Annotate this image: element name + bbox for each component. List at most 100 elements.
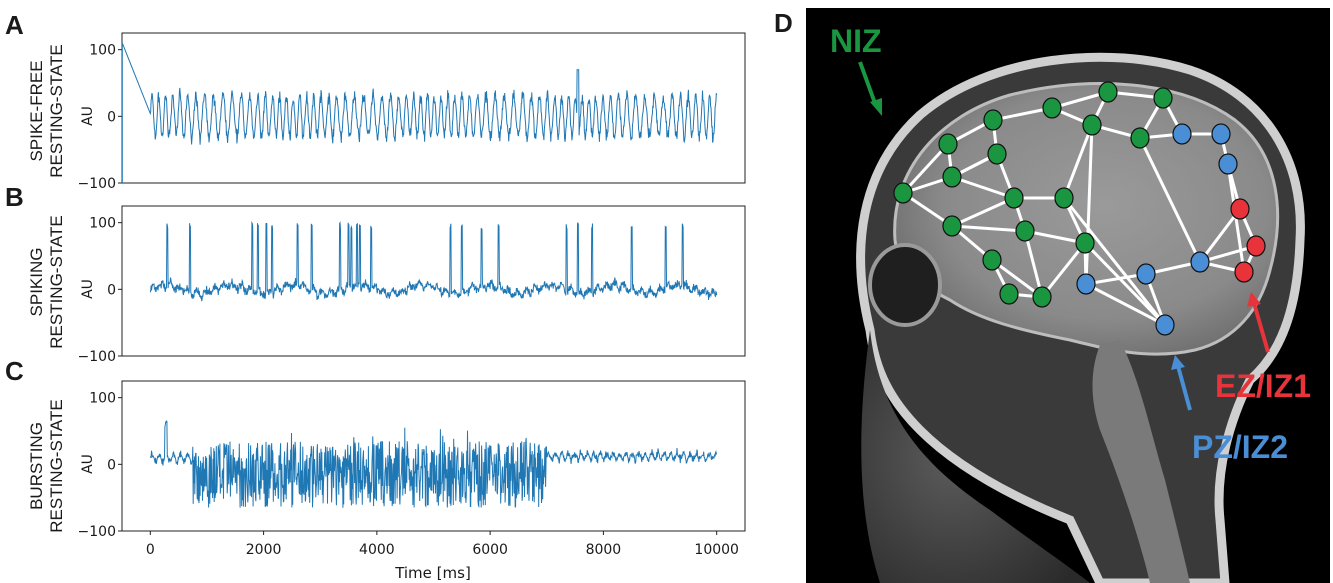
niz-node (1015, 220, 1035, 242)
niz-node (1098, 81, 1118, 103)
panel-letter-b: B (5, 182, 24, 212)
niz-node (987, 143, 1007, 165)
panel-a-label-line1: SPIKE-FREE (27, 60, 46, 161)
zone-label-pz-iz2: PZ/IZ2 (1192, 429, 1288, 465)
network-edge (951, 224, 1026, 233)
network-edge (1085, 282, 1166, 327)
pz-iz2-node (1076, 273, 1096, 295)
network-edges (901, 90, 1258, 327)
network-edge (1062, 124, 1094, 199)
panel-b-ylabel: SPIKING RESTING-STATE (27, 215, 66, 349)
niz-node (893, 182, 913, 204)
y-axis-label: AU (80, 454, 96, 474)
ez-arrow-icon (1247, 292, 1270, 353)
y-tick-label: −100 (78, 524, 116, 540)
y-axis-label: AU (80, 106, 96, 126)
network-edge (1199, 244, 1257, 264)
ez-iz1-node (1246, 235, 1266, 257)
y-tick-label: −100 (78, 176, 116, 192)
network-edge (1051, 90, 1109, 110)
panel-a-ylabel: SPIKE-FREE RESTING-STATE (27, 44, 66, 178)
panel-letter-c: C (5, 356, 24, 386)
network-edge (901, 142, 950, 195)
brainstem (1092, 340, 1190, 583)
y-tick-label: −100 (78, 349, 116, 365)
niz-node (942, 215, 962, 237)
panel-c-ylabel: BURSTING RESTING-STATE (27, 399, 66, 533)
panel-c-label-line1: BURSTING (27, 422, 46, 510)
plot-frame (121, 380, 746, 532)
pz-iz2-node (1172, 123, 1192, 145)
pz-arrow-icon (1171, 355, 1192, 411)
y-tick-label: 0 (107, 109, 116, 125)
pz-iz2-node (1155, 314, 1175, 336)
pz-iz2-node (1218, 153, 1238, 175)
y-tick-label: 100 (89, 43, 116, 59)
zone-label-niz: NIZ (830, 23, 882, 59)
niz-node (1032, 286, 1052, 308)
y-tick-label: 0 (107, 282, 116, 298)
signal-trace (149, 420, 718, 509)
niz-node (999, 283, 1019, 305)
network-edge (1085, 272, 1147, 286)
niz-node (1042, 97, 1062, 119)
panel-b-label-line1: SPIKING (27, 248, 46, 317)
plot-frame (121, 205, 746, 357)
eye-socket (868, 243, 942, 327)
brain-mri-panel: NIZ EZ/IZ1 PZ/IZ2 (806, 8, 1330, 583)
niz-node (982, 249, 1002, 271)
niz-arrow-icon (858, 61, 882, 116)
panel-c-label-line2: RESTING-STATE (47, 399, 66, 533)
x-tick-label: 4000 (359, 542, 395, 558)
chart-spiking: AU −100 0 100 (78, 205, 746, 365)
network-edge (1040, 242, 1087, 298)
x-tick-label: 8000 (586, 542, 622, 558)
y-tick-label: 100 (89, 216, 116, 232)
network-edge (1023, 230, 1044, 298)
y-axis-label: AU (80, 279, 96, 299)
zone-label-ez-iz1: EZ/IZ1 (1215, 368, 1311, 404)
panel-b-label-line2: RESTING-STATE (47, 215, 66, 349)
niz-node (1075, 232, 1095, 254)
network-edge (1138, 137, 1202, 263)
niz-node (1004, 187, 1024, 209)
x-tick-label: 2000 (246, 542, 282, 558)
x-tick-label: 6000 (472, 542, 508, 558)
ez-iz1-node (1230, 198, 1250, 220)
network-edge (991, 258, 1043, 299)
niz-node (1054, 187, 1074, 209)
network-nodes (893, 81, 1266, 336)
panel-letter-a: A (5, 10, 24, 40)
niz-node (1082, 114, 1102, 136)
panel-letter-d: D (774, 8, 793, 38)
face-tissue (861, 330, 1090, 583)
network-edge (1062, 197, 1167, 326)
pz-iz2-node (1190, 251, 1210, 273)
network-edge (992, 106, 1053, 122)
network-edge (1084, 124, 1094, 285)
network-edge (951, 196, 1015, 228)
niz-node (983, 109, 1003, 131)
niz-node (942, 166, 962, 188)
pz-iz2-node (1211, 123, 1231, 145)
y-tick-label: 100 (89, 391, 116, 407)
chart-bursting: AU −100 0 100 (78, 380, 746, 540)
niz-node (1130, 127, 1150, 149)
x-axis-label: Time [ms] (394, 564, 471, 582)
chart-spike-free: AU −100 0 100 (78, 32, 746, 192)
signal-trace (149, 221, 718, 302)
ez-iz1-node (1234, 261, 1254, 283)
network-edge (1083, 241, 1167, 327)
pz-iz2-node (1136, 263, 1156, 285)
x-axis-ticks: 0 2000 4000 6000 8000 10000 (146, 531, 739, 558)
x-tick-label: 0 (146, 542, 155, 558)
signal-trace (121, 42, 718, 183)
niz-node (1153, 87, 1173, 109)
panel-a-label-line2: RESTING-STATE (47, 44, 66, 178)
network-edge (1024, 229, 1086, 245)
network-edge (1198, 208, 1242, 263)
niz-node (938, 133, 958, 155)
y-tick-label: 0 (107, 457, 116, 473)
network-edge (951, 175, 1015, 200)
